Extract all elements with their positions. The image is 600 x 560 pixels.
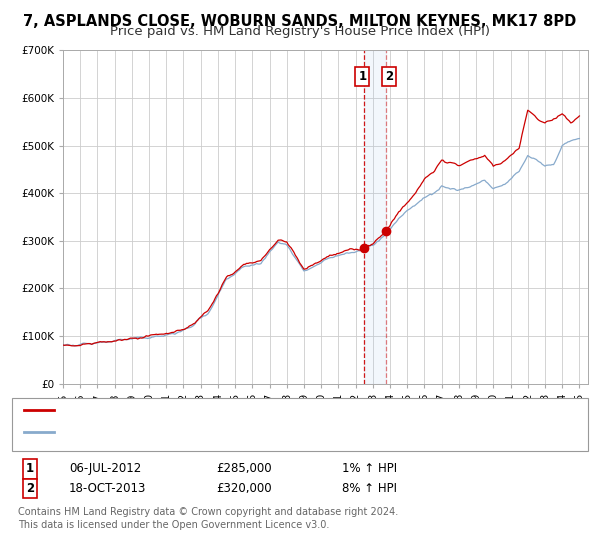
Text: 1: 1	[26, 462, 34, 475]
Text: 1% ↑ HPI: 1% ↑ HPI	[342, 462, 397, 475]
Text: 2: 2	[26, 482, 34, 495]
Text: £285,000: £285,000	[216, 462, 272, 475]
Text: 7, ASPLANDS CLOSE, WOBURN SANDS, MILTON KEYNES, MK17 8PD: 7, ASPLANDS CLOSE, WOBURN SANDS, MILTON …	[23, 14, 577, 29]
Text: Contains HM Land Registry data © Crown copyright and database right 2024.: Contains HM Land Registry data © Crown c…	[18, 507, 398, 517]
Text: 06-JUL-2012: 06-JUL-2012	[69, 462, 141, 475]
Text: This data is licensed under the Open Government Licence v3.0.: This data is licensed under the Open Gov…	[18, 520, 329, 530]
Text: HPI: Average price, detached house, Milton Keynes: HPI: Average price, detached house, Milt…	[63, 427, 347, 437]
Text: Price paid vs. HM Land Registry's House Price Index (HPI): Price paid vs. HM Land Registry's House …	[110, 25, 490, 38]
Text: 8% ↑ HPI: 8% ↑ HPI	[342, 482, 397, 495]
Text: 2: 2	[385, 70, 393, 83]
Bar	[364, 50, 386, 384]
Text: 18-OCT-2013: 18-OCT-2013	[69, 482, 146, 495]
Text: 1: 1	[358, 70, 367, 83]
Text: 7, ASPLANDS CLOSE, WOBURN SANDS, MILTON KEYNES, MK17 8PD (detached house): 7, ASPLANDS CLOSE, WOBURN SANDS, MILTON …	[63, 405, 539, 416]
Text: £320,000: £320,000	[216, 482, 272, 495]
